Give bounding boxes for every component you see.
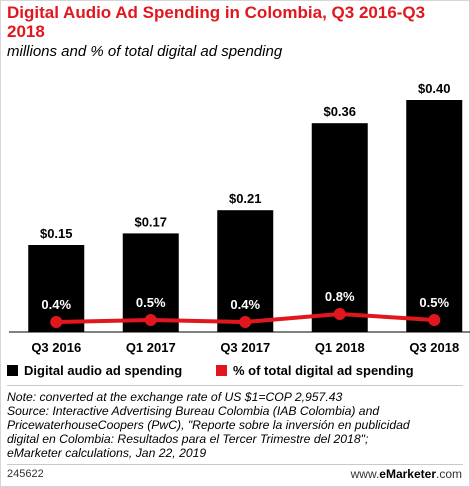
brand-link[interactable]: www.eMarketer.com — [351, 467, 462, 481]
x-tick-label: Q1 2018 — [315, 340, 365, 355]
legend-item-share: % of total digital ad spending — [216, 362, 414, 378]
bar — [311, 123, 368, 332]
x-tick-label: Q1 2017 — [126, 340, 176, 355]
bar-value-label: $0.40 — [418, 81, 451, 96]
share-value-label: 0.4% — [41, 297, 71, 312]
divider — [7, 464, 463, 465]
chart-subtitle: millions and % of total digital ad spend… — [7, 43, 283, 60]
x-tick-label: Q3 2017 — [220, 340, 270, 355]
bar — [217, 210, 274, 332]
legend-label-share: % of total digital ad spending — [233, 362, 414, 378]
share-value-label: 0.4% — [230, 297, 260, 312]
source-line: PricewaterhouseCoopers (PwC), "Reporte s… — [7, 418, 410, 432]
share-point — [333, 308, 346, 320]
brand-suffix: .com — [435, 467, 462, 481]
bar-value-label: $0.21 — [229, 191, 262, 206]
x-tick-label: Q3 2016 — [31, 340, 81, 355]
chart-title: Digital Audio Ad Spending in Colombia, Q… — [7, 3, 426, 41]
source-line: digital en Colombia: Resultados para el … — [7, 432, 369, 446]
bar-value-label: $0.15 — [40, 226, 73, 241]
share-point — [144, 314, 157, 326]
share-value-label: 0.5% — [419, 295, 449, 310]
source-line: eMarketer calculations, Jan 22, 2019 — [7, 446, 207, 460]
legend-swatch-share — [216, 364, 227, 376]
share-point — [239, 316, 252, 328]
chart-plot: $0.15 Q3 2016 $0.17 Q1 2017 $0.21 Q3 2017 $0.3… — [9, 81, 470, 355]
share-value-label: 0.5% — [136, 295, 166, 310]
bar-value-label: $0.17 — [134, 214, 167, 229]
legend-label-spending: Digital audio ad spending — [24, 362, 183, 378]
chart-id: 245622 — [7, 468, 44, 480]
source-line: Source: Interactive Advertising Bureau C… — [7, 404, 380, 418]
bar-value-label: $0.36 — [323, 104, 356, 119]
brand-prefix: www. — [350, 467, 380, 481]
brand-name: eMarketer — [379, 467, 436, 481]
share-point — [50, 316, 63, 328]
share-value-label: 0.8% — [325, 289, 355, 304]
note-line: Note: converted at the exchange rate of … — [7, 390, 343, 404]
divider — [7, 385, 463, 386]
chart-notes: Note: converted at the exchange rate of … — [7, 390, 463, 460]
legend-swatch-spending — [7, 364, 18, 376]
share-point — [428, 314, 441, 326]
x-tick-label: Q3 2018 — [409, 340, 459, 355]
bar — [406, 100, 463, 332]
legend-item-spending: Digital audio ad spending — [7, 362, 182, 378]
